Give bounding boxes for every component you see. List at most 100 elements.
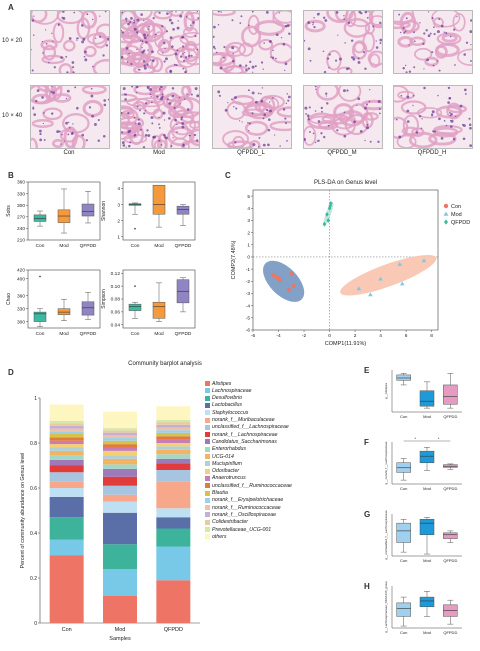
nucleus	[124, 98, 127, 101]
bar-segment	[49, 420, 84, 424]
bar-segment	[156, 439, 191, 443]
legend-label: norank_f__Muribaculaceae	[212, 417, 275, 423]
nucleus	[412, 104, 414, 107]
nucleus	[121, 55, 124, 59]
bar-segment	[49, 555, 84, 623]
panel-label: E	[364, 366, 370, 375]
alveolar-wall	[157, 47, 177, 57]
bar-segment	[49, 437, 84, 441]
nucleus	[233, 106, 235, 108]
nucleus	[420, 127, 423, 130]
alveolar-wall	[189, 121, 199, 129]
nucleus	[231, 19, 234, 22]
nucleus	[217, 11, 220, 13]
alveolar-wall	[394, 20, 411, 30]
nucleus	[284, 62, 288, 66]
histology-image	[393, 10, 473, 74]
alveolar-wall	[126, 97, 151, 107]
legend-label: Desulfovibrio	[212, 395, 242, 402]
y-tick-label: 0	[34, 621, 37, 627]
nucleus	[164, 57, 168, 61]
legend-item: Colidextribacter	[205, 519, 248, 526]
nucleus	[415, 131, 419, 134]
nucleus	[99, 15, 101, 17]
group-tick-label: Con	[36, 331, 45, 337]
alveolar-wall	[213, 52, 227, 65]
nucleus	[403, 31, 406, 34]
nucleus	[168, 102, 171, 105]
nucleus	[372, 25, 375, 28]
alveolar-wall	[31, 11, 60, 25]
nucleus	[56, 130, 60, 134]
nucleus	[262, 143, 266, 147]
nucleus	[31, 19, 35, 22]
nucleus	[238, 120, 241, 122]
nucleus	[130, 17, 133, 20]
nucleus	[220, 11, 222, 13]
nucleus	[425, 29, 428, 32]
nucleus	[215, 51, 218, 54]
group-tick-label: Con	[400, 486, 407, 491]
nucleus	[158, 88, 161, 91]
y-axis-label: Percent of community abundance on Genus …	[20, 453, 26, 569]
x-tick-label: -6	[251, 333, 256, 339]
nucleus	[455, 115, 457, 118]
y-tick-label: 420	[17, 268, 25, 274]
nucleus	[245, 64, 248, 67]
nucleus	[139, 128, 142, 131]
legend-item: Mucispirillum	[205, 460, 242, 467]
alveolar-wall	[226, 45, 240, 54]
bar-segment	[49, 450, 84, 456]
mod-point	[397, 261, 403, 266]
bar-segment	[103, 430, 137, 433]
bar-segment	[156, 419, 191, 423]
legend-marker-qfpdd	[444, 219, 448, 225]
y-axis-label: g__Lachnospiraceae_NK4A136_group	[384, 581, 388, 633]
bar-segment	[103, 485, 137, 495]
nucleus	[81, 40, 85, 44]
nucleus	[232, 53, 234, 55]
nucleus	[309, 131, 311, 133]
histology-image	[303, 10, 383, 74]
nucleus	[122, 87, 126, 91]
nucleus	[127, 111, 130, 115]
nucleus	[173, 63, 176, 66]
alveolar-wall	[258, 38, 274, 51]
nucleus	[197, 17, 199, 20]
y-tick-label: 330	[17, 191, 25, 197]
nucleus	[52, 40, 54, 42]
nucleus	[470, 60, 472, 62]
nucleus	[148, 25, 150, 28]
nucleus	[125, 146, 127, 148]
nucleus	[462, 137, 466, 141]
legend-item: Anaerotruncus	[205, 475, 246, 482]
legend-swatch	[205, 534, 210, 540]
nucleus	[164, 48, 166, 50]
nucleus	[462, 124, 466, 127]
legend-item: Lactobacillus	[205, 402, 242, 409]
nucleus	[165, 30, 169, 33]
alveolar-wall	[152, 108, 164, 120]
nucleus	[430, 113, 434, 116]
nucleus	[272, 49, 274, 52]
alveolar-wall	[368, 11, 382, 29]
group-tick-label: Con	[400, 558, 407, 563]
alveolar-wall	[304, 19, 326, 33]
nucleus	[147, 134, 151, 137]
alveolar-wall	[52, 93, 72, 103]
nucleus	[402, 66, 405, 70]
legend-label: Blautia	[212, 490, 228, 496]
nucleus	[158, 126, 161, 129]
nucleus	[362, 51, 365, 54]
alveolar-wall	[181, 43, 199, 62]
legend-item: norank_f__Oscillospiraceae	[205, 511, 276, 518]
nucleus	[125, 20, 128, 22]
nucleus	[423, 32, 426, 35]
nucleus	[352, 57, 356, 61]
nucleus	[234, 96, 237, 100]
nucleus	[162, 111, 166, 115]
mod-ellipse	[340, 254, 437, 296]
legend-item: norank_f__Lachnospiraceae	[205, 431, 277, 438]
alveolar-wall	[149, 86, 164, 98]
nucleus	[142, 59, 146, 63]
